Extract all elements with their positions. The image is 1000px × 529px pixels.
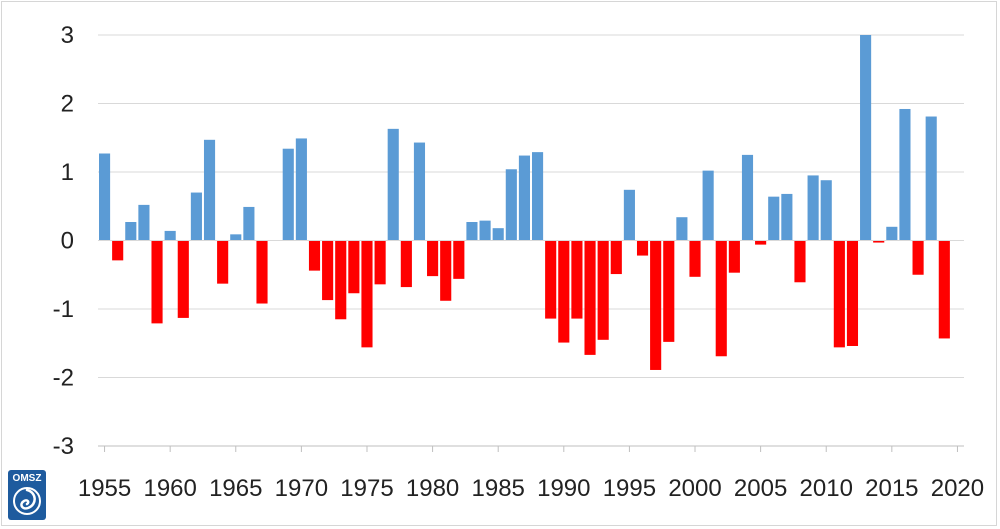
bar-1984 (479, 220, 491, 241)
bar-1961 (177, 240, 189, 318)
bar-1979 (413, 142, 426, 241)
bar-1958 (138, 204, 150, 241)
bar-2016 (899, 108, 911, 241)
x-tick-label: 1985 (472, 475, 525, 502)
bar-1998 (663, 240, 675, 342)
bar-1981 (440, 240, 452, 301)
x-tick-label: 1995 (603, 475, 656, 502)
bar-1991 (571, 240, 583, 319)
bar-1982 (453, 240, 465, 279)
x-tick-label: 1975 (340, 475, 393, 502)
bar-1995 (623, 189, 635, 241)
y-tick-label: 2 (61, 91, 74, 118)
x-tick-labels: 1955 1960 1965 1970 1975 1980 1985 1990 1995 2000… (78, 475, 984, 502)
bar-2003 (728, 240, 740, 273)
bar-1978 (400, 240, 412, 288)
bar-2005 (755, 240, 767, 245)
bar-1997 (650, 240, 662, 370)
y-tick-label: -3 (53, 433, 74, 460)
bar-1994 (610, 240, 622, 275)
x-tick-label: 1980 (406, 475, 459, 502)
bar-1971 (308, 240, 321, 271)
bar-1956 (112, 240, 124, 261)
bar-1965 (230, 234, 242, 241)
bar-1976 (374, 240, 386, 285)
omsz-logo: OMSZ (8, 470, 46, 520)
y-tick-label: 3 (61, 22, 74, 49)
bar-2007 (781, 193, 793, 241)
bar-2017 (912, 240, 924, 275)
x-tick-label: 1955 (78, 475, 131, 502)
bar-1970 (295, 138, 307, 241)
bar-1985 (492, 228, 504, 241)
x-tick-label: 1960 (143, 475, 196, 502)
bar-1960 (164, 230, 176, 241)
axis-lines (98, 240, 964, 452)
bar-1957 (125, 222, 137, 241)
bar-1999 (676, 217, 688, 241)
bar-1974 (348, 240, 360, 294)
bar-2002 (715, 240, 727, 357)
bar-1980 (427, 240, 439, 277)
y-tick-label: 1 (61, 159, 74, 186)
y-tick-label: -1 (53, 296, 74, 323)
bar-2011 (833, 240, 845, 348)
x-tick-label: 2000 (668, 475, 721, 502)
bar-2012 (846, 240, 859, 346)
logo-text: OMSZ (12, 473, 42, 484)
bar-1963 (203, 139, 216, 241)
bar-1962 (190, 192, 202, 241)
bar-1988 (532, 152, 544, 241)
y-tick-label: 0 (61, 228, 74, 255)
bar-1959 (151, 240, 163, 324)
bar-1983 (466, 222, 478, 241)
bar-2019 (938, 240, 950, 339)
bar-1986 (505, 169, 517, 241)
bar-1993 (597, 240, 609, 340)
bar-1987 (518, 155, 530, 241)
bar-1966 (243, 206, 255, 241)
y-tick-label: -2 (53, 365, 74, 392)
bar-1964 (217, 240, 229, 284)
bar-2010 (820, 180, 832, 241)
bar-1967 (256, 240, 268, 304)
x-tick-label: 2010 (800, 475, 853, 502)
x-tick-label: 2015 (865, 475, 918, 502)
bar-2006 (768, 196, 780, 241)
bar-2018 (925, 116, 937, 241)
bar-2009 (807, 175, 819, 241)
bar-1969 (282, 148, 294, 241)
bar-2015 (886, 226, 898, 241)
bar-1973 (335, 240, 347, 320)
bar-2013 (860, 35, 872, 241)
x-tick-label: 1970 (275, 475, 328, 502)
bar-1996 (636, 240, 649, 256)
bar-1955 (99, 153, 111, 241)
bar-2014 (873, 240, 885, 243)
y-tick-labels: 3 2 1 0 -1 -2 -3 (53, 22, 74, 460)
x-tick-label: 1965 (209, 475, 262, 502)
bar-1977 (387, 128, 399, 241)
bar-2000 (689, 240, 701, 277)
bar-1989 (545, 240, 557, 319)
bars (99, 35, 950, 370)
swirl-icon (13, 487, 41, 515)
x-tick-label: 1990 (537, 475, 590, 502)
bar-1992 (584, 240, 596, 355)
x-tick-label: 2020 (931, 475, 984, 502)
bar-1972 (322, 240, 334, 301)
bar-2001 (702, 170, 714, 241)
bar-1975 (361, 240, 373, 348)
bar-2004 (741, 154, 754, 241)
bar-2008 (794, 240, 806, 283)
bar-1990 (558, 240, 570, 343)
x-tick-label: 2005 (734, 475, 787, 502)
